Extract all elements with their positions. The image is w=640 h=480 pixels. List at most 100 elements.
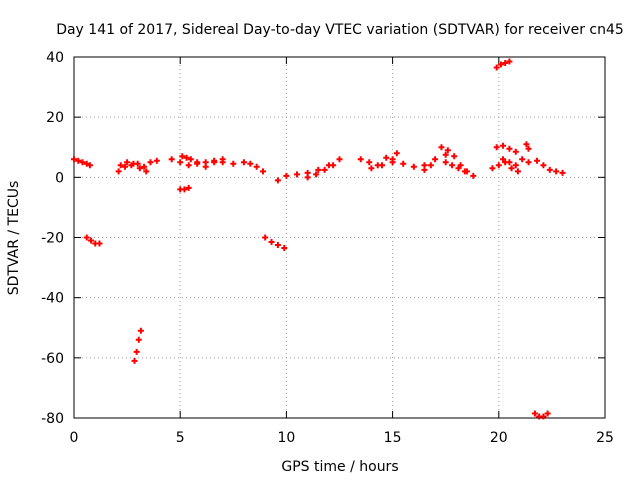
data-point (230, 160, 237, 167)
data-point (87, 237, 94, 244)
data-point (531, 410, 538, 417)
x-tick-label: 25 (596, 430, 614, 446)
y-tick-label: -60 (41, 351, 64, 367)
x-tick-labels: 0 5 10 15 20 25 (70, 430, 614, 446)
series-arc-20 (489, 159, 521, 175)
data-point (506, 145, 513, 152)
data-point (131, 357, 138, 364)
data-point (274, 177, 281, 184)
data-point (457, 162, 464, 169)
y-tick-label: -40 (41, 291, 64, 307)
data-point (177, 159, 184, 166)
series-arc-19 (442, 159, 468, 175)
data-point (240, 159, 247, 166)
data-point (383, 154, 390, 161)
data-point (497, 61, 504, 68)
data-point (294, 171, 301, 178)
data-point (143, 168, 150, 175)
data-point (83, 234, 90, 241)
data-point (525, 159, 532, 166)
data-point (315, 166, 322, 173)
data-point (75, 157, 82, 164)
series-arc-23 (523, 141, 532, 152)
data-point (79, 159, 86, 166)
series-arc-9 (240, 159, 267, 175)
data-point (147, 159, 154, 166)
data-point (432, 156, 439, 163)
data-point (493, 144, 500, 151)
data-point (179, 153, 186, 160)
series-arc-11 (274, 177, 281, 184)
data-point (115, 168, 122, 175)
data-point (514, 168, 521, 175)
x-tick-label: 20 (490, 430, 508, 446)
y-tick-labels: -80 -60 -40 -20 0 20 40 (41, 50, 64, 427)
data-point (247, 160, 254, 167)
data-point (117, 162, 124, 169)
data-point (427, 162, 434, 169)
series-arc-5 (131, 327, 144, 364)
data-point (330, 162, 337, 169)
data-point (202, 163, 209, 170)
data-point (253, 163, 260, 170)
data-point (368, 165, 375, 172)
series-arc-3 (115, 157, 160, 175)
data-point (83, 160, 90, 167)
series-arc-17 (421, 162, 434, 173)
data-point (262, 234, 269, 241)
data-point (534, 157, 541, 164)
data-point (141, 163, 148, 170)
data-point (512, 162, 519, 169)
series-arc-4 (117, 159, 150, 175)
data-point (444, 147, 451, 154)
data-point (124, 159, 131, 166)
series-arc-6 (168, 156, 237, 169)
y-tick-label: 0 (55, 170, 64, 186)
data-point (378, 162, 385, 169)
series-arc-25 (534, 157, 566, 176)
data-point (410, 163, 417, 170)
data-point (321, 166, 328, 173)
data-point (546, 166, 553, 173)
data-point (366, 159, 373, 166)
data-point (71, 156, 77, 163)
data-point (283, 172, 290, 179)
data-point (185, 184, 192, 191)
data-point (500, 156, 507, 163)
plot-frame (73, 56, 606, 419)
data-point (86, 162, 93, 169)
data-point (211, 159, 218, 166)
data-point (153, 157, 160, 164)
data-point (470, 172, 477, 179)
data-point (313, 171, 320, 178)
data-point (185, 162, 192, 169)
data-point (540, 162, 547, 169)
data-point (544, 410, 551, 417)
data-point (133, 348, 140, 355)
chart-title: Day 141 of 2017, Sidereal Day-to-day VTE… (56, 22, 624, 38)
data-point (181, 186, 188, 193)
data-point (559, 169, 566, 176)
data-point (136, 165, 143, 172)
data-point (553, 168, 560, 175)
data-point (508, 165, 515, 172)
data-point (493, 64, 500, 71)
data-points (71, 58, 566, 420)
y-tick-label: -80 (41, 411, 64, 427)
data-point (506, 58, 513, 65)
series-arc-2 (83, 234, 103, 247)
series-arc-1 (71, 156, 93, 169)
data-point (500, 142, 507, 149)
data-point (442, 151, 449, 158)
data-point (137, 327, 144, 334)
series-arc-26 (531, 410, 551, 420)
x-tick-label: 10 (277, 430, 295, 446)
data-point (438, 144, 445, 151)
series-arc-24 (493, 58, 513, 71)
data-point (525, 145, 532, 152)
data-point (357, 156, 364, 163)
grid (74, 57, 605, 418)
data-point (512, 148, 519, 155)
data-point (523, 141, 530, 148)
